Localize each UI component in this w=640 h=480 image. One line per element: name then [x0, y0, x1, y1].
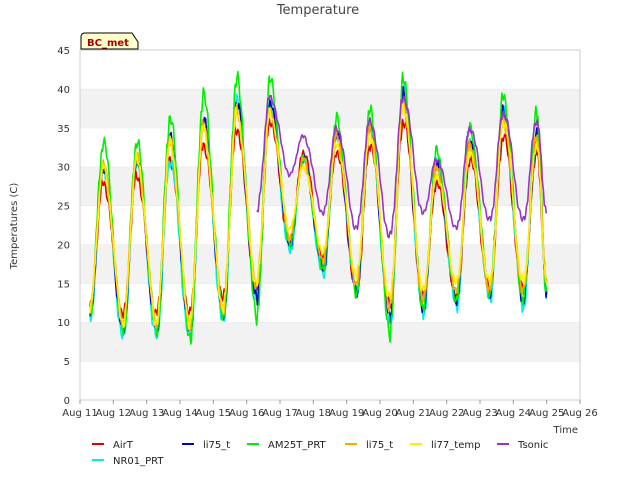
y-tick-label: 40	[57, 85, 70, 96]
grid-band	[80, 88, 580, 128]
legend-label: NR01_PRT	[113, 456, 164, 467]
legend-label: Tsonic	[517, 440, 548, 451]
y-tick-label: 45	[57, 46, 70, 57]
x-tick-label: Aug 22	[429, 408, 464, 419]
x-tick-label: Aug 15	[196, 408, 231, 419]
x-tick-label: Aug 21	[396, 408, 431, 419]
x-tick-label: Aug 24	[496, 408, 531, 419]
legend: AirT li75_t AM25T_PRT li75_t li77_temp Tsonic…	[92, 440, 548, 467]
y-axis-title: Temperatures (C)	[9, 183, 20, 271]
y-tick-label: 20	[57, 240, 70, 251]
y-tick-label: 35	[57, 124, 70, 135]
y-tick-label: 25	[57, 202, 70, 213]
x-tick-label: Aug 25	[529, 408, 564, 419]
x-tick-label: Aug 20	[362, 408, 397, 419]
x-tick-label: Aug 16	[229, 408, 264, 419]
bc-met-badge: BC_met	[80, 32, 139, 50]
x-tick-label: Aug 14	[162, 408, 197, 419]
x-tick-label: Aug 13	[129, 408, 164, 419]
legend-label: AM25T_PRT	[268, 440, 327, 451]
x-axis-title: Time	[553, 425, 578, 436]
legend-label: li75_t	[203, 440, 230, 451]
series-layer	[89, 70, 548, 345]
series-line-li77-temp	[89, 102, 548, 331]
y-tick-label: 15	[57, 279, 70, 290]
x-tick-label: Aug 17	[262, 408, 297, 419]
grid-band	[80, 283, 580, 323]
x-tick-label: Aug 19	[329, 408, 364, 419]
x-tick-label: Aug 26	[562, 408, 597, 419]
x-tick-label: Aug 12	[96, 408, 131, 419]
x-tick-label: Aug 11	[62, 408, 97, 419]
y-axis-ticks: 0 5 10 15 20 25 30 35 40 45	[57, 46, 70, 407]
plot-area-border	[79, 49, 581, 401]
grid-band	[80, 50, 580, 89]
grid-band	[80, 244, 580, 284]
y-tick-label: 5	[64, 357, 70, 368]
y-tick-label: 10	[57, 318, 70, 329]
x-tick-label: Aug 18	[296, 408, 331, 419]
badge-label: BC_met	[87, 38, 129, 49]
series-line-tsonic	[256, 94, 548, 239]
grid-band	[80, 361, 580, 400]
legend-label: AirT	[113, 440, 134, 451]
legend-label: li75_t	[366, 440, 393, 451]
y-tick-label: 0	[64, 396, 70, 407]
y-tick-label: 30	[57, 163, 70, 174]
chart-title: Temperature	[276, 3, 359, 18]
grid-band	[80, 322, 580, 362]
x-tick-label: Aug 23	[462, 408, 497, 419]
legend-label: li77_temp	[431, 440, 480, 451]
